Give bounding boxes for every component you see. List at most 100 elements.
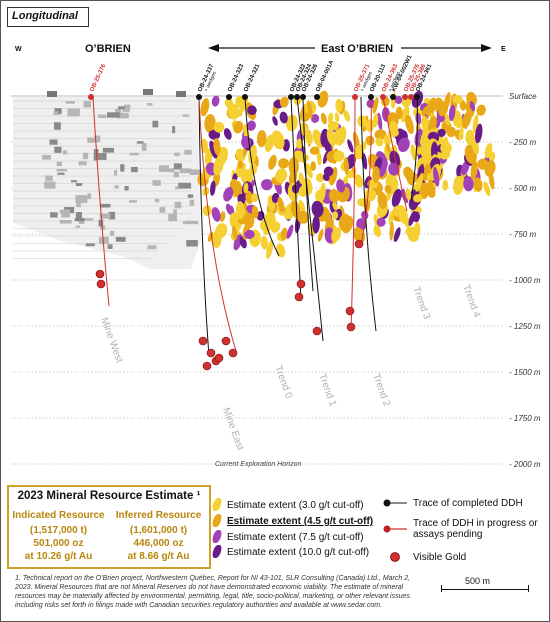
- estimate-block: [275, 168, 288, 183]
- resource-estimate-box: 2023 Mineral Resource Estimate ¹ Indicat…: [7, 485, 211, 569]
- estimate-block: [207, 231, 214, 242]
- estimate-block: [302, 177, 313, 195]
- estimate-block: [280, 227, 288, 241]
- mine-stope: [174, 201, 182, 209]
- mine-stope: [189, 199, 195, 206]
- estimate-block: [227, 103, 240, 120]
- estimate-block: [389, 120, 399, 135]
- estimate-block: [213, 121, 225, 133]
- estimate-block: [463, 176, 474, 192]
- mine-stope: [129, 152, 139, 156]
- mine-stope: [98, 219, 104, 227]
- trend-1-label: Trend 1: [316, 372, 338, 408]
- mine-stope: [178, 182, 192, 189]
- drill-trace: [410, 96, 418, 202]
- estimate-block: [311, 200, 324, 218]
- mine-stope: [53, 111, 59, 116]
- estimate-block: [213, 137, 221, 156]
- estimate-block: [219, 211, 226, 222]
- scale-label: 500 m: [465, 576, 491, 586]
- estimate-block: [473, 177, 483, 192]
- trend-3-label: Trend 3: [410, 285, 432, 321]
- arrow-head-right: [481, 44, 492, 52]
- estimate-block: [248, 144, 257, 165]
- collar-dot: [196, 94, 202, 100]
- estimate-block: [393, 227, 401, 243]
- mine-stope: [110, 230, 115, 236]
- indicated-label: Indicated Resource: [12, 510, 105, 521]
- mine-stope: [118, 106, 126, 110]
- mine-stope: [189, 169, 202, 175]
- legend-progress-dot: [383, 525, 391, 533]
- estimate-block: [440, 141, 446, 153]
- estimate-block: [298, 199, 306, 213]
- collar-dot: [414, 94, 420, 100]
- estimate-block: [410, 144, 417, 161]
- estimate-block: [347, 139, 354, 153]
- inferred-oz: 446,000 oz: [133, 538, 184, 549]
- estimate-block: [365, 135, 375, 146]
- estimate-block: [334, 112, 340, 123]
- legend-label-7g: Estimate extent (7.5 g/t cut-off): [227, 532, 364, 543]
- drill-traces: [92, 96, 418, 371]
- estimate-block: [223, 186, 234, 202]
- estimate-block: [321, 206, 332, 224]
- mine-stope: [172, 126, 176, 134]
- inferred-grade: at 8.66 g/t Au: [127, 551, 190, 562]
- estimate-block: [272, 116, 278, 126]
- inferred-label: Inferred Resource: [115, 510, 202, 521]
- mine-stope: [75, 225, 81, 228]
- estimate-block: [484, 143, 493, 159]
- estimate-block: [333, 128, 343, 145]
- mine-stope: [49, 139, 58, 145]
- mine-stope: [75, 195, 88, 203]
- section-title: Longitudinal: [12, 10, 78, 22]
- mine-stope: [114, 185, 119, 189]
- estimate-block: [476, 104, 486, 116]
- collar-dot: [390, 94, 396, 100]
- east-label: E: [501, 46, 506, 53]
- mine-stope: [87, 193, 92, 200]
- estimate-block: [279, 111, 288, 124]
- mine-stope: [50, 212, 58, 218]
- visible-gold-marker: [221, 336, 231, 346]
- estimate-block: [333, 150, 345, 162]
- drill-trace: [198, 96, 237, 352]
- inferred-resource: Inferred Resource (1,601,000 t) 446,000 …: [111, 509, 206, 563]
- section-diagram: W E O’BRIEN East O’BRIEN Mine West Mine …: [11, 39, 541, 469]
- estimate-block: [211, 95, 220, 107]
- mine-stope: [107, 112, 120, 118]
- estimate-block: [377, 191, 388, 209]
- estimate-block: [385, 172, 393, 186]
- estimate-block: [204, 114, 216, 133]
- depth-label: - 250 m: [509, 138, 536, 147]
- mine-stope: [141, 143, 147, 152]
- estimate-block: [377, 112, 383, 131]
- estimate-block: [343, 110, 351, 122]
- visible-gold-marker: [95, 269, 105, 279]
- symbol-legend: [383, 499, 407, 562]
- title-box: Longitudinal: [7, 7, 89, 27]
- estimate-block: [428, 116, 437, 133]
- mine-stope: [128, 200, 137, 203]
- estimate-block: [433, 167, 440, 187]
- drill-trace: [92, 96, 110, 307]
- mine-stope: [65, 101, 75, 104]
- estimate-block: [336, 179, 346, 193]
- estimate-block: [244, 229, 255, 240]
- indicated-resource: Indicated Resource (1,517,000 t) 501,000…: [11, 509, 106, 563]
- estimate-block: [372, 166, 380, 184]
- mine-stope: [61, 209, 70, 218]
- estimate-block: [213, 156, 224, 176]
- scale-line: [441, 589, 529, 590]
- estimate-block: [327, 112, 334, 124]
- estimate-block: [405, 115, 414, 135]
- scale-tick-right: [528, 585, 529, 592]
- estimate-block: [397, 137, 410, 153]
- estimate-block: [309, 146, 320, 155]
- collar-dot: [352, 94, 358, 100]
- drill-trace: [382, 96, 408, 212]
- mine-workings: [13, 89, 202, 269]
- legend-swatch-7g: [211, 530, 223, 543]
- visible-gold-marker: [345, 306, 355, 316]
